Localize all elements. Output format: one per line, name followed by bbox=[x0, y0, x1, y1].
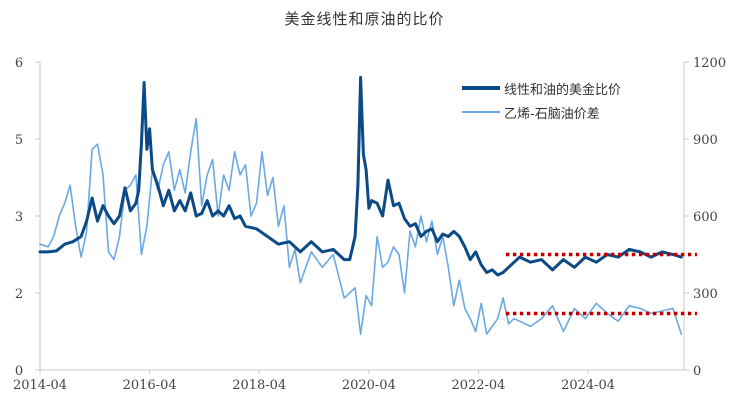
reference-lines bbox=[505, 252, 697, 316]
series-spread-line bbox=[39, 117, 683, 335]
y-left-tick-label: 6 bbox=[15, 56, 23, 71]
legend-item-spread: 乙烯-石脑油价差 bbox=[462, 100, 621, 124]
x-tick-label: 2022-04 bbox=[451, 378, 505, 393]
x-tick-label: 2018-04 bbox=[232, 378, 286, 393]
x-tick-label: 2016-04 bbox=[123, 378, 177, 393]
legend-label: 线性和油的美金比价 bbox=[504, 82, 622, 98]
y-right-tick-label: 600 bbox=[693, 210, 718, 225]
y-right-tick-label: 300 bbox=[693, 287, 718, 302]
y-left-tick-label: 5 bbox=[15, 133, 23, 148]
axes: 0 2 3 5 6 0 300 600 900 1200 2014-04 2016-04 2018-04… bbox=[13, 56, 726, 393]
y-left-tick-label: 3 bbox=[15, 210, 23, 225]
y-right-tick-label: 900 bbox=[693, 133, 718, 148]
y-left-tick-label: 0 bbox=[15, 364, 23, 379]
y-right-tick-label: 0 bbox=[693, 364, 701, 379]
legend-swatch-light-line bbox=[462, 111, 500, 113]
series-lines bbox=[38, 75, 683, 335]
x-tick-label: 2020-04 bbox=[342, 378, 396, 393]
legend: 线性和油的美金比价 乙烯-石脑油价差 bbox=[462, 76, 621, 124]
legend-label: 乙烯-石脑油价差 bbox=[504, 106, 600, 122]
legend-swatch-dark-line bbox=[462, 86, 500, 90]
y-right-tick-label: 1200 bbox=[693, 56, 726, 71]
x-tick-label: 2024-04 bbox=[561, 378, 615, 393]
x-tick-label: 2014-04 bbox=[13, 378, 67, 393]
chart-title: 美金线性和原油的比价 bbox=[284, 10, 445, 28]
y-left-tick-label: 2 bbox=[15, 287, 23, 302]
legend-item-ratio: 线性和油的美金比价 bbox=[462, 76, 621, 100]
series-ratio-line bbox=[38, 75, 683, 277]
